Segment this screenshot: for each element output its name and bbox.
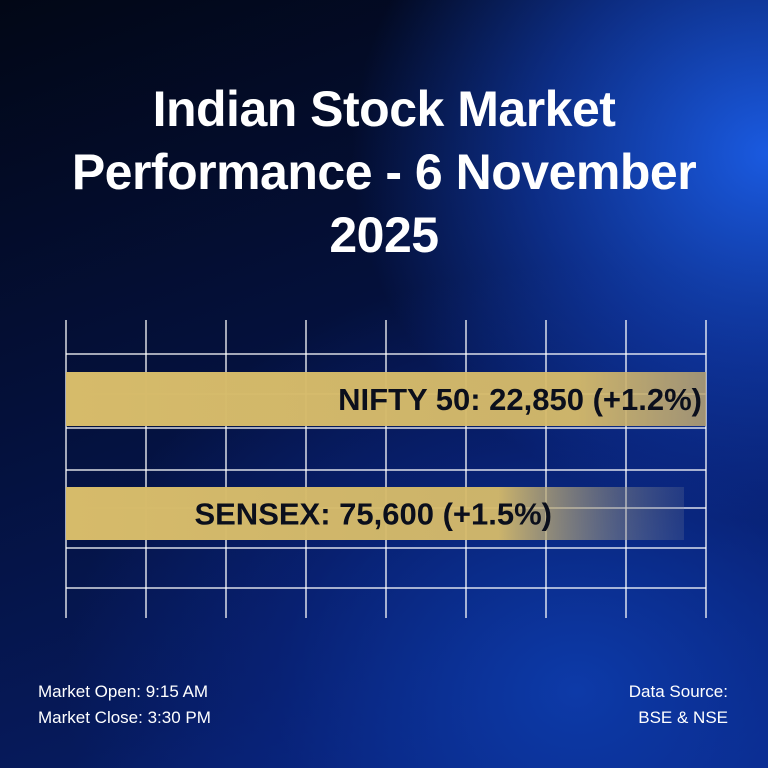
data-source-value: BSE & NSE xyxy=(638,708,728,727)
market-open-text: Market Open: 9:15 AM xyxy=(38,682,209,701)
market-hours: Market Open: 9:15 AM Market Close: 3:30 … xyxy=(38,679,211,731)
market-close-text: Market Close: 3:30 PM xyxy=(38,708,211,727)
bars-group: NIFTY 50: 22,850 (+1.2%) SENSEX: 75,600 (… xyxy=(66,372,706,540)
bar-nifty-50 xyxy=(66,372,706,426)
grid-lines xyxy=(65,320,707,618)
bar-sensex xyxy=(66,487,684,540)
chart-title: Indian Stock Market Performance - 6 Nove… xyxy=(71,81,697,263)
data-source: Data Source: BSE & NSE xyxy=(629,679,728,731)
bar-label-nifty-50: NIFTY 50: 22,850 (+1.2%) xyxy=(338,382,702,417)
bar-label-sensex: SENSEX: 75,600 (+1.5%) xyxy=(194,497,552,532)
data-source-label: Data Source: xyxy=(628,682,728,701)
